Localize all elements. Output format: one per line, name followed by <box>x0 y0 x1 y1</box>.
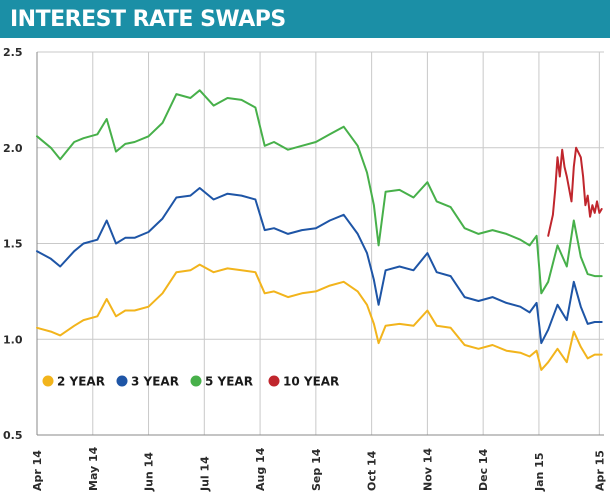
chart-background <box>0 38 610 500</box>
x-tick-label: Oct 14 <box>366 450 379 491</box>
x-tick-label: Apr 15 <box>593 450 606 491</box>
series-line-5-year <box>36 89 603 295</box>
series-lines <box>36 89 603 371</box>
x-tick-label: Jan 15 <box>533 453 546 492</box>
axes: 0.5 1.0 1.5 2.0 2.5 Apr 14 May 14 Jun 14 Jul 14 A… <box>3 46 606 492</box>
y-tick-label: 2.0 <box>3 142 23 155</box>
line-chart: 0.5 1.0 1.5 2.0 2.5 Apr 14 May 14 Jun 14 Jul 14 A… <box>0 38 610 500</box>
x-tick-label: May 14 <box>87 446 100 491</box>
legend-label-5-year: 5 YEAR <box>205 375 253 389</box>
x-tick-label: Jul 14 <box>198 456 211 492</box>
x-tick-label: Jun 14 <box>143 452 156 492</box>
y-tick-label: 1.0 <box>3 333 23 346</box>
legend-label-3-year: 3 YEAR <box>131 375 179 389</box>
series-line-2-year <box>36 263 603 371</box>
chart-title: INTEREST RATE SWAPS <box>10 7 286 32</box>
y-tick-label: 2.5 <box>3 46 23 59</box>
legend-marker-5-year <box>190 375 202 387</box>
x-tick-label: Aug 14 <box>254 447 267 491</box>
legend-marker-2-year <box>42 375 54 387</box>
legend-label-10-year: 10 YEAR <box>283 375 339 389</box>
y-tick-label: 0.5 <box>3 429 23 442</box>
legend-label-2-year: 2 YEAR <box>57 375 105 389</box>
x-tick-label: Nov 14 <box>421 448 434 491</box>
x-tick-label: Dec 14 <box>477 448 490 491</box>
legend-marker-3-year <box>116 375 128 387</box>
chart-header: INTEREST RATE SWAPS <box>0 0 610 38</box>
x-tick-label: Apr 14 <box>31 450 44 491</box>
y-tick-label: 1.5 <box>3 238 23 251</box>
x-tick-label: Sep 14 <box>310 448 323 491</box>
series-line-3-year <box>36 187 603 345</box>
legend-marker-10-year <box>268 375 280 387</box>
legend: 2 YEAR 3 YEAR 5 YEAR 10 YEAR <box>42 375 339 389</box>
series-line-10-year <box>547 146 603 237</box>
